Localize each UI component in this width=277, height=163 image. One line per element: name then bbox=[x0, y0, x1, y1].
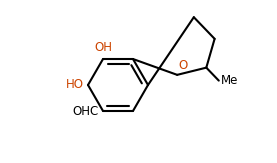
Text: Me: Me bbox=[221, 74, 238, 87]
Text: OH: OH bbox=[94, 41, 112, 54]
Text: OHC: OHC bbox=[73, 105, 99, 119]
Text: HO: HO bbox=[66, 77, 84, 90]
Text: O: O bbox=[178, 59, 188, 72]
